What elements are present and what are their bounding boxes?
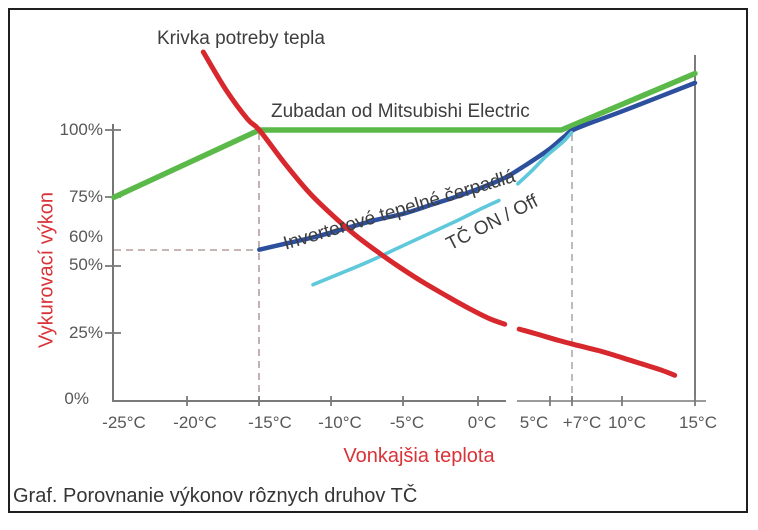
y-tick-label-75%: 75% (68, 187, 103, 206)
series-heat-demand-segment-1 (200, 49, 508, 327)
x-tick-label-15°C: 15°C (679, 413, 717, 432)
y-tick-label-60%: 60% (68, 227, 103, 246)
series-heat-demand-segment-2 (516, 326, 678, 378)
x-tick-label--20°C: -20°C (173, 413, 217, 432)
y-tick-label-25%: 25% (68, 323, 103, 342)
x-tick-label-+7°C: +7°C (562, 413, 602, 432)
y-tick-label-100%: 100% (59, 120, 103, 139)
x-tick-label--5°C: -5°C (389, 413, 425, 432)
x-tick-label--10°C: -10°C (318, 413, 362, 432)
x-tick-label--25°C: -25°C (102, 413, 146, 432)
zubadan-curve-label: Zubadan od Mitsubishi Electric (271, 101, 530, 122)
x-tick-label--15°C: -15°C (248, 413, 292, 432)
series-on-off-segment-1 (311, 198, 501, 287)
x-tick-label-10°C: 10°C (608, 413, 646, 432)
series-zubadan-segment-1 (111, 70, 698, 201)
x-tick-label-0°C: 0°C (467, 413, 497, 432)
chart-frame (8, 8, 748, 513)
y-tick-label-50%: 50% (68, 255, 103, 274)
series-inverter-segment-1 (257, 80, 698, 252)
y-tick-label-0%: 0% (64, 389, 89, 408)
heat-demand-curve-label: Krivka potreby tepla (157, 28, 325, 49)
series-on-off-segment-2 (516, 130, 574, 186)
x-axis-title: Vonkajšia teplota (343, 445, 495, 467)
x-tick-label-5°C: 5°C (519, 413, 549, 432)
figure-caption: Graf. Porovnanie výkonov rôznych druhov … (13, 485, 418, 507)
